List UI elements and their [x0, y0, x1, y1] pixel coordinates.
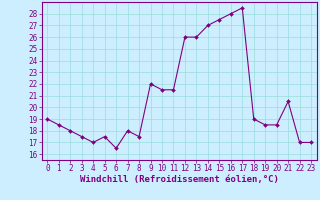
X-axis label: Windchill (Refroidissement éolien,°C): Windchill (Refroidissement éolien,°C)	[80, 175, 279, 184]
